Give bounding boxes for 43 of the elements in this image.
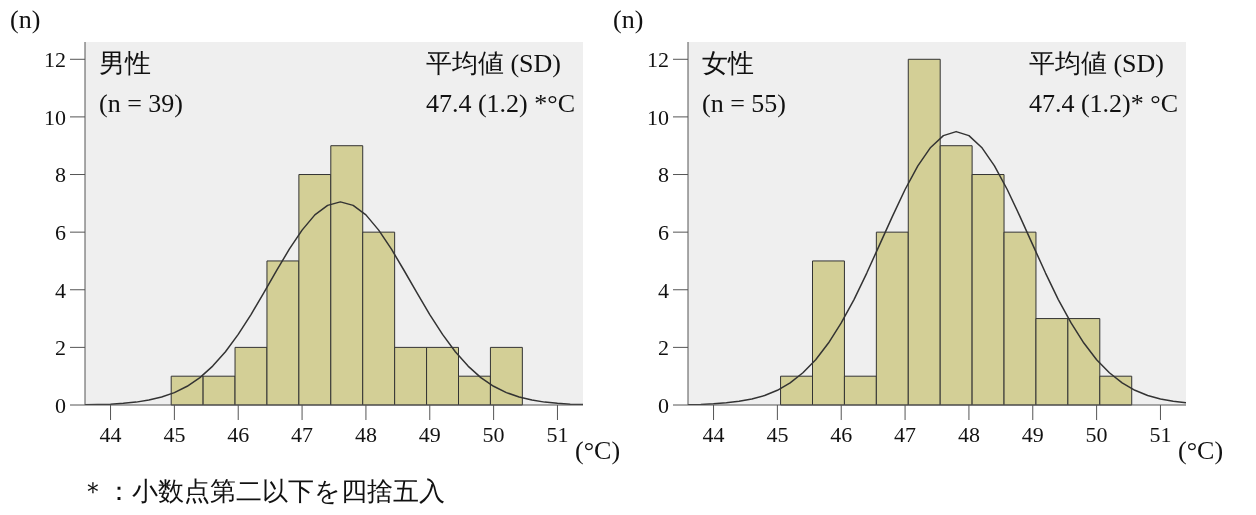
y-axis-title: (n) bbox=[10, 4, 41, 36]
x-tick-label: 45 bbox=[163, 421, 186, 447]
x-tick-label: 48 bbox=[957, 421, 980, 447]
y-axis-title: (n) bbox=[613, 4, 644, 36]
x-tick-label: 48 bbox=[354, 421, 377, 447]
annotation: 平均値 (SD) bbox=[425, 48, 561, 80]
x-tick-label: 50 bbox=[482, 421, 505, 447]
y-tick-label: 6 bbox=[658, 219, 669, 245]
x-tick-label: 44 bbox=[99, 421, 122, 447]
y-tick-label: 4 bbox=[55, 277, 66, 303]
y-tick-label: 6 bbox=[55, 219, 66, 245]
x-tick-label: 44 bbox=[702, 421, 725, 447]
y-tick-label: 8 bbox=[55, 162, 66, 188]
text: ＊：小数点第二以下を四捨五入 bbox=[80, 476, 445, 508]
x-tick-label: 51 bbox=[546, 421, 569, 447]
x-axis-title: (°C) bbox=[575, 435, 621, 467]
annotation: (n = 55) bbox=[702, 88, 786, 120]
y-tick-label: 8 bbox=[658, 162, 669, 188]
y-tick-label: 12 bbox=[647, 47, 669, 73]
x-tick-label: 49 bbox=[418, 421, 441, 447]
y-tick-label: 2 bbox=[658, 335, 669, 361]
x-tick-label: 51 bbox=[1149, 421, 1172, 447]
y-tick-label: 10 bbox=[647, 104, 669, 130]
annotation: 男性 bbox=[99, 48, 151, 80]
x-tick-label: 47 bbox=[894, 421, 917, 447]
x-tick-label: 45 bbox=[766, 421, 789, 447]
annotation: 平均値 (SD) bbox=[1028, 48, 1164, 80]
x-axis-title: (°C) bbox=[1178, 435, 1224, 467]
annotation: 47.4 (1.2) *°C bbox=[425, 88, 575, 120]
y-tick-label: 4 bbox=[658, 277, 669, 303]
x-tick-label: 49 bbox=[1021, 421, 1044, 447]
y-tick-label: 10 bbox=[44, 104, 66, 130]
y-tick-label: 2 bbox=[55, 335, 66, 361]
x-tick-label: 47 bbox=[291, 421, 314, 447]
x-tick-label: 46 bbox=[830, 421, 853, 447]
annotation: 47.4 (1.2)* °C bbox=[1028, 88, 1178, 120]
x-tick-label: 46 bbox=[227, 421, 250, 447]
annotation: (n = 39) bbox=[99, 88, 183, 120]
x-tick-label: 50 bbox=[1085, 421, 1108, 447]
y-tick-label: 0 bbox=[658, 392, 669, 418]
y-tick-label: 0 bbox=[55, 392, 66, 418]
y-tick-label: 12 bbox=[44, 47, 66, 73]
annotation: 女性 bbox=[702, 48, 754, 80]
